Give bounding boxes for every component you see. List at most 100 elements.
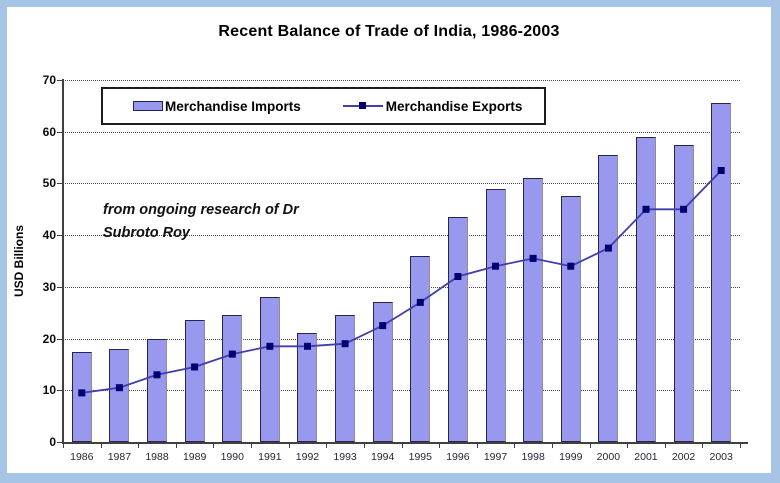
- import-bar-1989: [184, 320, 205, 442]
- y-tick-mark-40: [57, 235, 62, 237]
- x-tick-mark-10: [439, 444, 441, 448]
- x-tick-mark-16: [664, 444, 666, 448]
- x-axis-line: [62, 442, 748, 444]
- exports-line-series: [78, 167, 725, 397]
- import-bar-1992: [297, 333, 318, 442]
- x-tick-label-2000: 2000: [596, 451, 621, 463]
- x-tick-mark-15: [627, 444, 629, 448]
- x-tick-mark-6: [288, 444, 290, 448]
- import-bar-2003: [711, 103, 732, 442]
- y-tick-mark-20: [57, 338, 62, 340]
- import-bar-1991: [259, 297, 280, 442]
- export-marker-1991: [266, 342, 274, 350]
- imports-bar-swatch-icon: [133, 101, 163, 111]
- x-tick-mark-12: [514, 444, 516, 448]
- x-tick-label-1989: 1989: [182, 451, 207, 463]
- export-marker-2000: [604, 244, 612, 252]
- export-marker-1995: [416, 298, 424, 306]
- x-tick-label-1998: 1998: [521, 451, 545, 463]
- x-tick-mark-7: [326, 444, 328, 448]
- x-tick-label-2002: 2002: [671, 451, 696, 463]
- y-tick-label-50: 50: [42, 176, 56, 191]
- x-tick-mark-end: [740, 444, 741, 448]
- x-tick-label-1986: 1986: [70, 451, 94, 463]
- x-tick-label-1994: 1994: [371, 451, 395, 463]
- gridline-40: [63, 235, 740, 237]
- y-tick-label-20: 20: [42, 331, 56, 346]
- legend-entry-exports: Merchandise Exports: [342, 98, 523, 114]
- import-bar-1987: [109, 348, 130, 442]
- export-marker-1987: [115, 384, 123, 392]
- x-tick-mark-11: [476, 444, 478, 448]
- annotation-line-1: from ongoing research of Dr: [103, 202, 299, 218]
- import-bar-1997: [485, 188, 506, 442]
- y-tick-mark-10: [57, 390, 62, 392]
- export-marker-2001: [642, 205, 650, 213]
- x-tick-mark-1: [100, 444, 102, 448]
- chart-title: Recent Balance of Trade of India, 1986-2…: [218, 23, 560, 40]
- import-bar-2001: [635, 136, 656, 442]
- export-marker-1990: [228, 350, 236, 358]
- exports-line-swatch-icon: [342, 102, 383, 109]
- export-marker-1992: [304, 342, 311, 350]
- gridline-50: [63, 183, 740, 185]
- annotation-text: from ongoing research of Dr Subroto Roy: [103, 199, 299, 245]
- import-bar-1998: [523, 178, 544, 442]
- imports-legend-label: Merchandise Imports: [165, 98, 301, 114]
- legend: Merchandise Imports Merchandise Exports: [101, 87, 546, 125]
- import-bar-1986: [71, 351, 92, 442]
- x-tick-mark-17: [702, 444, 704, 448]
- gridline-10: [63, 390, 740, 392]
- export-marker-1998: [529, 254, 537, 262]
- x-tick-mark-9: [401, 444, 403, 448]
- export-marker-1997: [492, 262, 499, 270]
- export-marker-1986: [78, 389, 86, 397]
- gridline-30: [63, 286, 740, 288]
- y-tick-mark-50: [57, 183, 62, 185]
- export-marker-2003: [717, 167, 725, 174]
- gridline-20: [63, 338, 740, 340]
- y-tick-label-60: 60: [42, 124, 56, 139]
- x-tick-label-1995: 1995: [408, 451, 432, 463]
- x-tick-label-1996: 1996: [446, 451, 470, 463]
- x-tick-label-1999: 1999: [559, 451, 583, 463]
- x-tick-label-2001: 2001: [634, 451, 658, 463]
- x-tick-label-2003: 2003: [709, 451, 733, 463]
- import-bar-1995: [410, 255, 431, 442]
- import-bar-2000: [598, 155, 619, 442]
- x-tick-mark-2: [138, 444, 140, 448]
- x-tick-mark-4: [213, 444, 215, 448]
- export-marker-2002: [680, 205, 688, 213]
- x-tick-label-1992: 1992: [295, 451, 320, 463]
- gridline-70: [63, 80, 740, 81]
- x-tick-label-1993: 1993: [333, 451, 357, 463]
- import-bar-1999: [560, 196, 581, 442]
- import-bar-2002: [673, 144, 694, 442]
- plot-area: [63, 80, 740, 442]
- x-tick-mark-14: [589, 444, 591, 448]
- exports-marker-icon: [358, 102, 366, 109]
- export-marker-1994: [379, 322, 387, 330]
- legend-entry-imports: Merchandise Imports: [133, 99, 301, 114]
- x-tick-mark-8: [363, 444, 365, 448]
- x-tick-mark-5: [251, 444, 253, 448]
- x-tick-label-1990: 1990: [220, 451, 244, 463]
- export-marker-1999: [567, 262, 575, 270]
- y-tick-label-10: 10: [42, 383, 56, 398]
- chart-canvas: Recent Balance of Trade of India, 1986-2…: [7, 7, 771, 473]
- x-tick-label-1997: 1997: [483, 451, 508, 463]
- y-tick-label-70: 70: [42, 73, 56, 87]
- y-tick-label-40: 40: [42, 228, 56, 243]
- exports-polyline: [81, 169, 722, 394]
- x-tick-mark-0: [63, 444, 64, 448]
- y-axis-line: [62, 79, 64, 443]
- exports-legend-label: Merchandise Exports: [385, 98, 523, 114]
- import-bar-1996: [447, 217, 468, 442]
- x-tick-label-1987: 1987: [107, 451, 132, 463]
- y-tick-label-30: 30: [42, 279, 56, 294]
- import-bar-1990: [222, 315, 243, 442]
- x-tick-label-1991: 1991: [258, 451, 282, 463]
- y-tick-mark-70: [57, 80, 62, 81]
- x-tick-mark-13: [551, 444, 553, 448]
